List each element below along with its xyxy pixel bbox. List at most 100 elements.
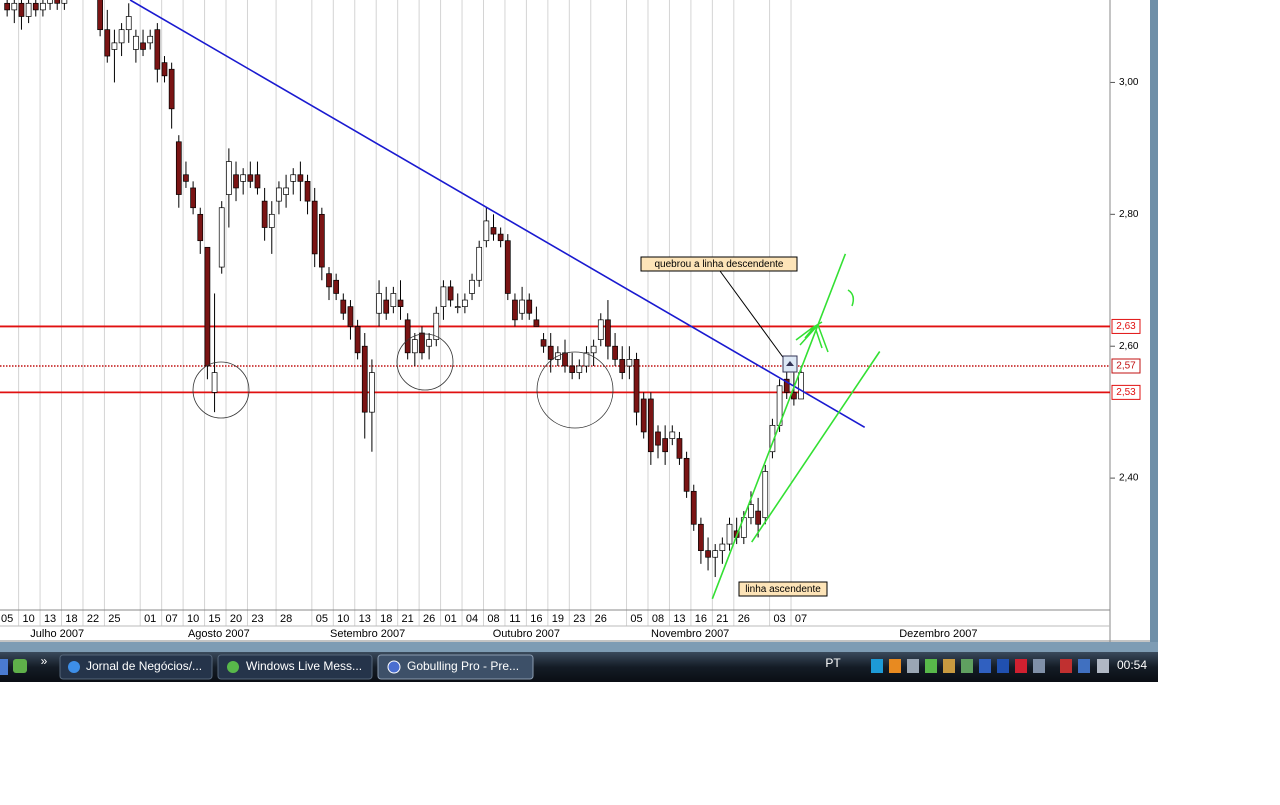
- x-tick-label: 13: [673, 613, 685, 625]
- candle-body: [161, 62, 168, 77]
- month-label: Outubro 2007: [493, 628, 560, 640]
- taskbar: » Jornal de Negócios/... Windows Live Me…: [0, 652, 1158, 682]
- candle-body: [297, 174, 304, 182]
- candle-body: [183, 174, 189, 182]
- candle-body: [276, 187, 282, 202]
- candle-body: [662, 438, 668, 453]
- candle-body: [311, 200, 318, 255]
- level-label-box: [1111, 384, 1141, 400]
- candle-body: [25, 2, 32, 17]
- x-tick-label: 01: [144, 613, 156, 625]
- candle-body: [61, 0, 68, 4]
- level-label: 2,53: [1116, 387, 1136, 398]
- candle-body: [32, 2, 39, 11]
- month-label: Setembro 2007: [330, 628, 405, 640]
- candle-body: [304, 181, 311, 202]
- task-label[interactable]: Gobulling Pro - Pre...: [407, 659, 519, 673]
- x-tick-label: 26: [595, 613, 607, 625]
- x-tick-label: 20: [230, 613, 242, 625]
- candle-body: [47, 0, 53, 4]
- tray-icons[interactable]: [871, 659, 1109, 673]
- candle-body: [318, 213, 325, 268]
- task-icon: [68, 661, 80, 673]
- x-tick-label: 22: [87, 613, 99, 625]
- callout-text: quebrou a linha descendente: [655, 259, 784, 270]
- clock: 00:54: [1117, 658, 1147, 672]
- callout-box: [738, 581, 828, 597]
- candle-body: [676, 438, 683, 459]
- candle-body: [354, 326, 361, 354]
- x-tick-label: 01: [444, 613, 456, 625]
- language[interactable]: PT: [825, 656, 841, 670]
- candle-body: [40, 2, 46, 11]
- candle-body: [133, 35, 139, 50]
- quicklaunch-icon[interactable]: [13, 659, 27, 673]
- candle-body: [447, 286, 454, 301]
- candle-body: [254, 174, 261, 189]
- candle-body: [204, 246, 211, 367]
- candle-body: [526, 299, 533, 314]
- task-button[interactable]: [59, 654, 213, 680]
- month-label: Julho 2007: [30, 628, 84, 640]
- candle-body: [226, 161, 232, 195]
- candle-body: [719, 543, 726, 551]
- candle-body: [512, 299, 518, 321]
- candle-body: [755, 510, 761, 525]
- candle-body: [590, 345, 597, 354]
- x-tick-label: 08: [487, 613, 499, 625]
- x-tick-label: 10: [22, 613, 34, 625]
- candle-body: [698, 523, 704, 551]
- candle-body: [562, 352, 568, 367]
- candle-body: [54, 0, 61, 4]
- candle-body: [397, 299, 404, 307]
- callout-pointer: [719, 270, 786, 361]
- candle-body: [147, 35, 154, 44]
- window-border: [1150, 0, 1158, 652]
- candle-body: [490, 227, 497, 235]
- candle-body: [762, 471, 769, 519]
- candle-body: [218, 207, 225, 268]
- x-tick-label: 21: [402, 613, 414, 625]
- x-tick-label: 18: [65, 613, 77, 625]
- candle-body: [533, 319, 540, 327]
- chevron[interactable]: »: [41, 654, 48, 668]
- candle-body: [361, 345, 368, 413]
- candle-body: [211, 372, 218, 393]
- x-tick-label: 05: [630, 613, 642, 625]
- candle-body: [104, 29, 111, 57]
- candle-body: [197, 213, 204, 242]
- candle-body: [154, 29, 161, 70]
- y-tick-label: 2,60: [1119, 341, 1139, 352]
- candle-body: [340, 299, 347, 314]
- x-tick-label: 28: [280, 613, 292, 625]
- candle-body: [440, 286, 447, 307]
- candle-body: [504, 240, 511, 294]
- task-button-active[interactable]: [377, 654, 534, 680]
- x-tick-label: 23: [251, 613, 263, 625]
- candle-body: [626, 359, 633, 367]
- candle-body: [748, 504, 754, 519]
- month-label: Agosto 2007: [188, 628, 250, 640]
- candle-body: [4, 2, 11, 11]
- task-label[interactable]: Windows Live Mess...: [246, 659, 362, 673]
- candle-body: [462, 299, 468, 307]
- marker-icon-arrow: [786, 361, 794, 366]
- candle-body: [240, 174, 247, 182]
- candle-body: [190, 187, 196, 209]
- candle-body: [519, 299, 525, 314]
- candle-body: [476, 246, 483, 281]
- candle-body: [168, 68, 175, 110]
- candle-body: [118, 29, 125, 44]
- level-label: 2,57: [1116, 361, 1136, 372]
- level-label-box: [1111, 318, 1141, 334]
- candle-body: [247, 174, 254, 182]
- task-button[interactable]: [217, 654, 373, 680]
- candle-body: [369, 372, 375, 413]
- x-tick-label: 25: [108, 613, 120, 625]
- x-tick-label: 23: [573, 613, 585, 625]
- candle-body: [690, 490, 697, 525]
- candle-body: [426, 339, 432, 347]
- candle-body: [383, 299, 390, 314]
- task-label[interactable]: Jornal de Negócios/...: [86, 659, 202, 673]
